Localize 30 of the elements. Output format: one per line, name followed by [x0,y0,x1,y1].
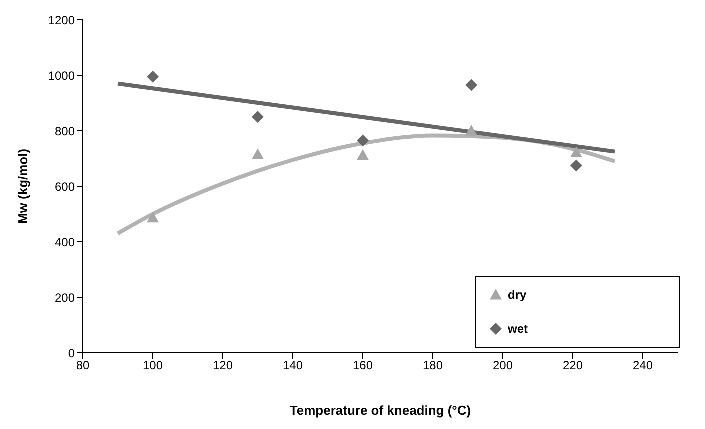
x-tick-label: 140 [282,358,304,373]
point [570,146,582,158]
x-tick-label: 240 [632,358,654,373]
legend-label: dry [508,288,527,302]
y-axis-title: Mw (kg/mol) [16,148,31,224]
legend-label: wet [508,322,528,336]
y-tick-label: 800 [54,124,76,138]
y-tick-label: 200 [54,290,76,305]
point [570,160,582,172]
point [147,212,159,223]
point [466,125,478,136]
x-tick-label: 220 [562,358,584,373]
point [252,111,264,124]
y-tick-label: 1200 [48,13,76,28]
y-tick-label: 600 [54,180,76,194]
point [147,70,159,83]
x-tick-label: 100 [142,358,164,373]
point [466,79,478,92]
point [357,134,369,147]
point [252,148,264,160]
y-tick-label: 1000 [48,68,76,83]
x-tick-label: 120 [212,358,234,373]
x-tick-label: 80 [76,358,90,373]
y-tick-label: 0 [68,346,76,360]
x-tick-label: 200 [492,358,514,373]
point [357,149,369,160]
y-tick-label: 400 [54,235,76,250]
x-tick-label: 180 [422,358,444,373]
x-tick-label: 160 [352,358,374,373]
x-axis-title: Temperature of kneading (°C) [290,403,472,418]
